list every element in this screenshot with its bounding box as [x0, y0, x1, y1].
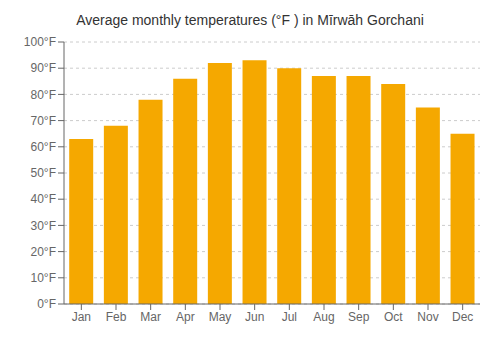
- svg-text:Aug: Aug: [313, 310, 334, 324]
- svg-text:Jun: Jun: [245, 310, 264, 324]
- svg-text:30°F: 30°F: [31, 219, 56, 233]
- svg-text:100°F: 100°F: [24, 35, 56, 49]
- svg-text:70°F: 70°F: [31, 114, 56, 128]
- svg-text:60°F: 60°F: [31, 140, 56, 154]
- svg-text:Dec: Dec: [452, 310, 473, 324]
- svg-text:Feb: Feb: [106, 310, 127, 324]
- svg-text:20°F: 20°F: [31, 245, 56, 259]
- svg-text:80°F: 80°F: [31, 88, 56, 102]
- svg-text:50°F: 50°F: [31, 166, 56, 180]
- svg-text:90°F: 90°F: [31, 61, 56, 75]
- svg-text:Nov: Nov: [417, 310, 438, 324]
- svg-text:Mar: Mar: [140, 310, 161, 324]
- svg-text:Jan: Jan: [72, 310, 91, 324]
- svg-text:May: May: [209, 310, 232, 324]
- svg-text:Apr: Apr: [176, 310, 195, 324]
- svg-text:Oct: Oct: [384, 310, 403, 324]
- svg-text:Jul: Jul: [282, 310, 297, 324]
- html-text:Average monthly temperatures (: Average monthly temperatures (°F ) in Mī…: [76, 12, 424, 28]
- svg-text:40°F: 40°F: [31, 192, 56, 206]
- svg-text:0°F: 0°F: [37, 297, 56, 311]
- svg-text:10°F: 10°F: [31, 271, 56, 285]
- svg-text:Sep: Sep: [348, 310, 370, 324]
